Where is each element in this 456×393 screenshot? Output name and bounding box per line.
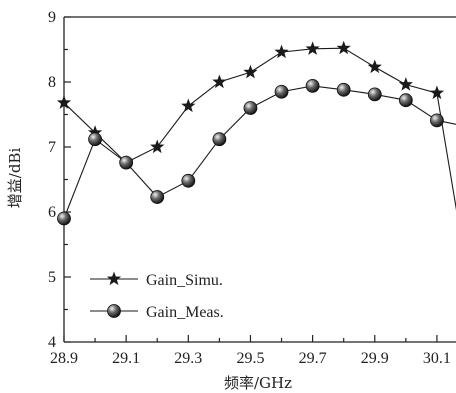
- sphere-point: [212, 132, 227, 147]
- star-point: [336, 40, 351, 55]
- x-tick-label: 29.5: [236, 350, 264, 367]
- legend-label: Gain_Simu.: [146, 272, 223, 289]
- y-tick-label: 6: [48, 204, 56, 221]
- y-tick-label: 7: [48, 139, 56, 156]
- star-point: [87, 125, 103, 139]
- plot-area: 4 5 6 7 8 9 28.9 29.1 29.3 29.5 29.7 29.9 30.1: [48, 9, 456, 367]
- sphere-point: [398, 93, 413, 108]
- y-axis-label: 增益/dBi: [6, 148, 24, 209]
- y-tick-label: 8: [48, 74, 56, 91]
- legend-marker: [107, 304, 121, 318]
- star-point: [243, 64, 258, 79]
- x-tick-label: 29.9: [361, 350, 389, 367]
- x-tick-label: 29.3: [174, 350, 202, 367]
- sphere-point: [243, 101, 258, 115]
- star-point: [398, 77, 413, 91]
- x-tick-label: 28.9: [50, 350, 78, 367]
- sphere-point: [150, 190, 165, 204]
- sphere-point: [181, 173, 196, 188]
- sphere-point: [88, 132, 102, 147]
- series-line-meas: [63, 85, 456, 219]
- sphere-point: [57, 211, 71, 226]
- star-point: [429, 85, 445, 100]
- legend-marker: [106, 271, 122, 286]
- x-axis-label: 频率/GHz: [224, 374, 292, 392]
- sphere-point: [430, 113, 444, 128]
- sphere-point: [274, 84, 289, 99]
- sphere-point: [367, 87, 382, 102]
- sphere-point: [119, 155, 134, 170]
- x-tick-label: 29.7: [299, 350, 327, 367]
- star-point: [305, 41, 320, 55]
- y-tick-label: 9: [48, 9, 56, 26]
- legend-label: Gain_Meas.: [146, 304, 224, 321]
- star-point: [212, 74, 227, 89]
- star-point: [150, 139, 165, 154]
- sphere-point: [305, 79, 320, 93]
- star-point: [56, 95, 72, 109]
- star-point: [274, 44, 289, 59]
- y-tick-label: 4: [48, 334, 56, 351]
- legend: Gain_Simu. Gain_Meas.: [90, 271, 224, 321]
- x-tick-label: 30.1: [423, 350, 451, 367]
- series-layer: [56, 40, 456, 226]
- sphere-point: [336, 82, 351, 97]
- star-point: [367, 59, 382, 74]
- star-point: [181, 98, 196, 113]
- x-tick-label: 29.1: [112, 350, 140, 367]
- y-tick-label: 5: [48, 269, 56, 286]
